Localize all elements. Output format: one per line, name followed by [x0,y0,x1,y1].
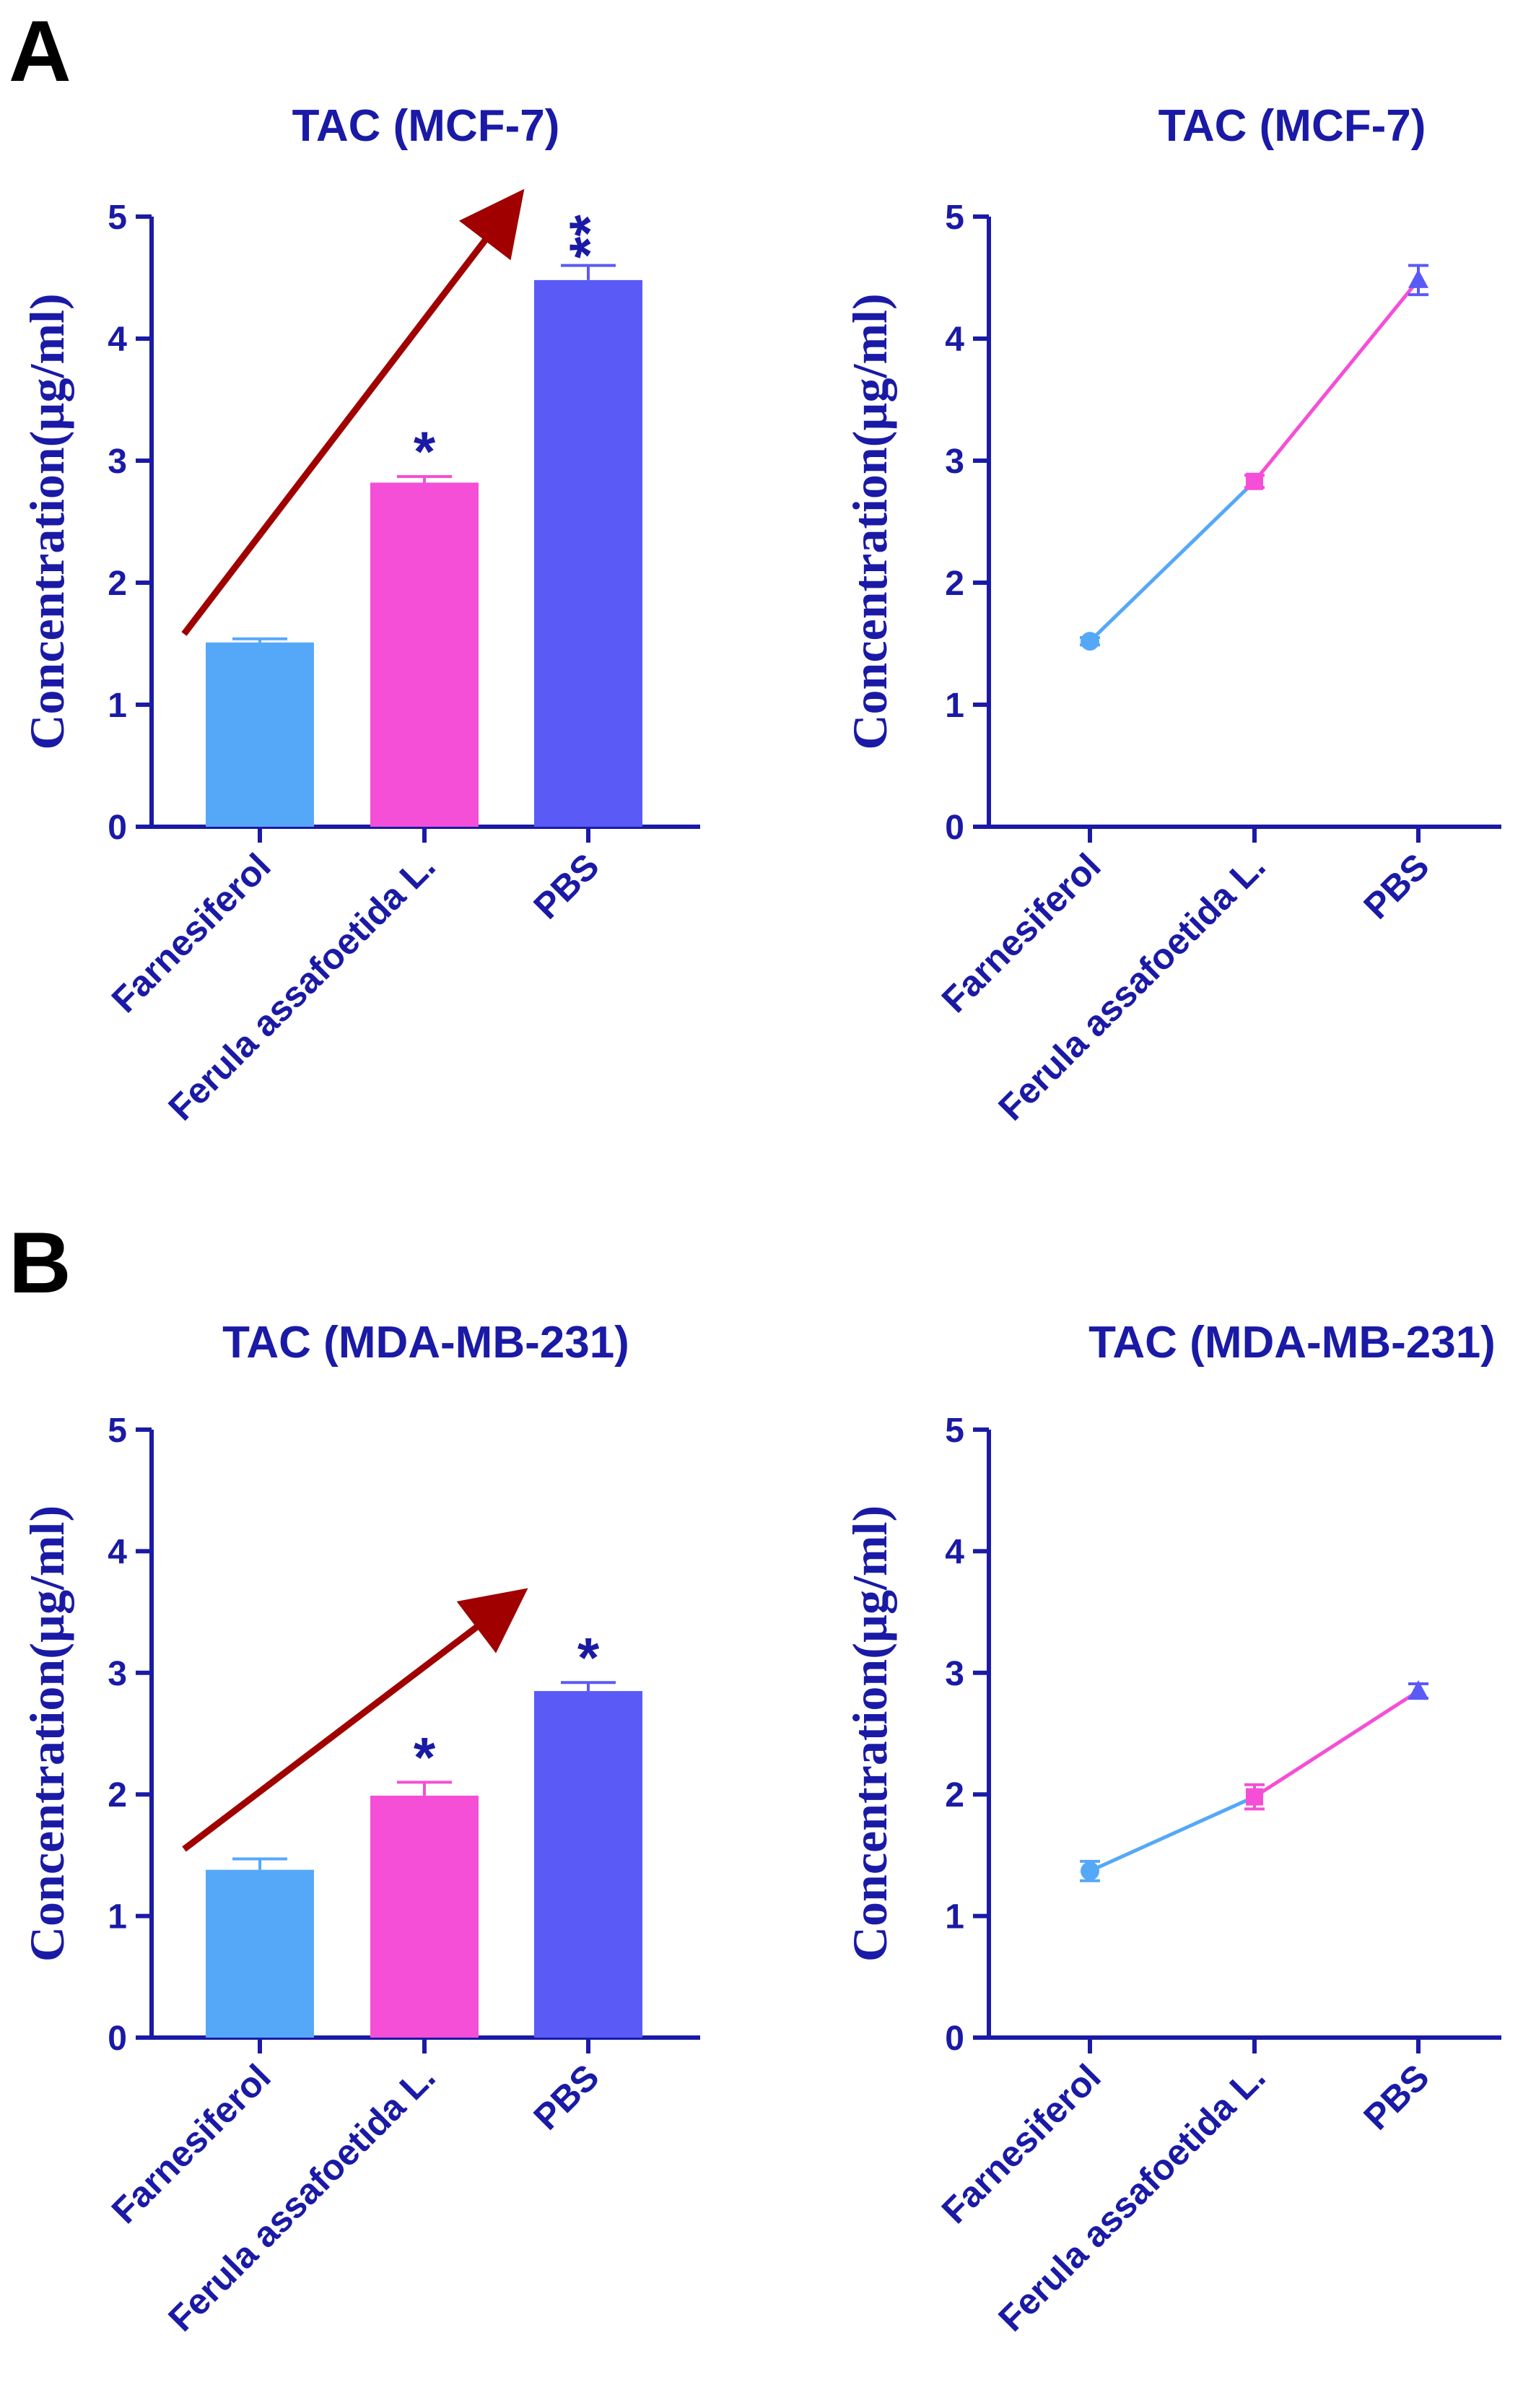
y-tick-label: 2 [108,565,127,603]
y-tick-label: 1 [108,1898,127,1937]
bar [534,1691,642,2038]
chart-title: TAC (MCF-7) [1158,101,1426,151]
y-tick-label: 5 [108,1412,127,1450]
x-category-label: Farnesiferol [104,2056,279,2231]
bar [206,642,314,827]
y-tick-label: 0 [945,809,964,847]
significance-mark: * [414,1725,436,1788]
trend-arrow [181,188,525,636]
charts-group: TAC (MCF-7) Concentration(µg/ml) 0 1 2 3 4 5 Far… [19,101,1501,2339]
chart-title: TAC (MCF-7) [292,101,560,151]
y-axis-label: Concentration(µg/ml) [19,293,74,749]
y-tick-label: 4 [108,1533,127,1571]
significance-mark: ** [557,214,621,258]
y-tick-label: 0 [108,2020,127,2058]
bar [206,1869,314,2038]
series-line-segment [1253,1689,1420,1799]
y-tick-label: 1 [945,687,964,725]
trend-arrow [182,1588,528,1852]
x-category-label: Ferula assafoetida L. [990,2056,1273,2339]
bar [370,1795,479,2038]
y-tick-label: 3 [945,443,964,481]
x-category-label: PBS [1356,2056,1436,2137]
data-point [1081,632,1099,651]
panel-letter-a: A [9,3,71,100]
y-tick-label: 2 [945,565,964,603]
significance-mark: * [414,420,436,483]
x-category-label: Ferula assafoetida L. [160,846,442,1128]
series-line-segment [1088,479,1256,643]
chart-0: TAC (MCF-7) Concentration(µg/ml) 0 1 2 3 4 5 Far… [19,101,700,1128]
y-axis-label: Concentration(µg/ml) [842,293,897,749]
x-category-label: Farnesiferol [104,846,279,1020]
chart-2: TAC (MDA-MB-231) Concentration(µg/ml) 0 1 2 3… [19,1318,700,2339]
y-tick-label: 0 [945,2020,964,2058]
data-point [1246,1788,1263,1806]
y-tick-label: 3 [108,1655,127,1693]
x-category-label: Ferula assafoetida L. [990,846,1273,1128]
x-category-label: PBS [525,846,606,926]
bar [534,279,642,827]
data-point [1408,269,1428,288]
y-tick-label: 4 [945,1533,964,1571]
series-line-segment [1088,1795,1256,1873]
y-tick-label: 2 [945,1776,964,1814]
x-category-label: Farnesiferol [934,846,1109,1020]
y-tick-label: 5 [945,1412,964,1450]
data-point [1081,1861,1099,1881]
panel-letter-b: B [9,1214,71,1311]
y-tick-label: 3 [108,443,127,481]
chart-1: TAC (MCF-7) Concentration(µg/ml) 0 1 2 3 4 5 Far… [842,101,1501,1128]
x-category-label: Ferula assafoetida L. [160,2056,442,2339]
chart-3: TAC (MDA-MB-231) Concentration(µg/ml) 0 1 2 3… [842,1318,1501,2339]
y-tick-label: 2 [108,1776,127,1814]
y-tick-label: 4 [945,321,964,359]
x-category-label: Farnesiferol [934,2056,1109,2231]
chart-title: TAC (MDA-MB-231) [222,1318,629,1368]
series-line-segment [1253,279,1420,483]
y-tick-label: 4 [108,321,127,359]
y-tick-label: 5 [108,199,127,237]
y-tick-label: 0 [108,809,127,847]
x-category-label: PBS [1356,846,1436,926]
significance-mark: * [577,1625,600,1689]
y-tick-label: 1 [108,687,127,725]
data-point [1408,1680,1428,1700]
y-axis-label: Concentration(µg/ml) [19,1505,74,1962]
bar [370,482,479,827]
y-tick-label: 5 [945,199,964,237]
data-point [1246,472,1263,490]
y-axis-label: Concentration(µg/ml) [842,1505,897,1962]
y-tick-label: 1 [945,1898,964,1937]
x-category-label: PBS [525,2056,606,2137]
chart-title: TAC (MDA-MB-231) [1088,1318,1496,1368]
y-tick-label: 3 [945,1655,964,1693]
